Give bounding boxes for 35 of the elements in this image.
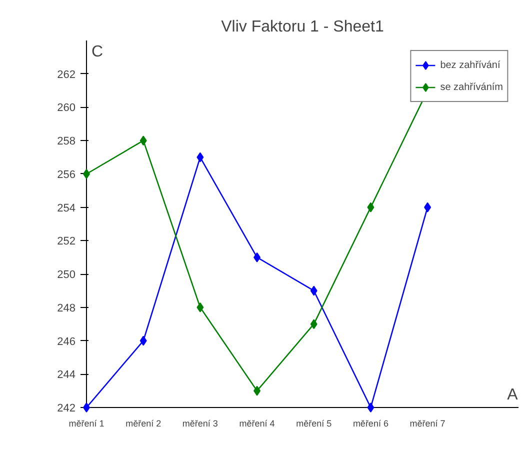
- point: [140, 136, 147, 146]
- point: [254, 386, 261, 396]
- point: [310, 319, 318, 330]
- y-tick-label: 256: [57, 168, 76, 181]
- legend-label: se zahříváním: [440, 82, 503, 92]
- point: [196, 152, 204, 162]
- y-tick-label: 260: [57, 102, 76, 114]
- y-tick-label: 258: [57, 136, 76, 148]
- point: [83, 402, 90, 412]
- point: [254, 252, 261, 262]
- legend-label: bez zahřívání: [440, 60, 500, 70]
- y-tick-label: 254: [57, 202, 76, 214]
- y-tick-label: 262: [57, 68, 76, 81]
- point: [367, 202, 374, 212]
- chart-title: Vliv Faktoru 1 - Sheet1: [221, 18, 384, 36]
- point: [196, 302, 204, 312]
- x-tick-label: měření 7: [410, 418, 446, 428]
- y-tick-label: 252: [57, 236, 76, 248]
- y-tick-label: 246: [57, 336, 76, 348]
- point: [367, 402, 374, 412]
- x-tick-label: měření 3: [182, 418, 218, 428]
- y-axis-title: C: [92, 44, 104, 60]
- point: [140, 336, 147, 346]
- y-tick-label: 244: [57, 369, 76, 382]
- y-tick-label: 250: [57, 269, 76, 282]
- x-tick-label: měření 5: [296, 418, 332, 428]
- x-tick-label: měření 2: [126, 418, 162, 428]
- y-tick-label: 242: [57, 402, 76, 414]
- x-tick-label: měření 6: [352, 418, 388, 428]
- x-tick-label: měření 1: [68, 418, 104, 428]
- y-tick-label: 248: [57, 302, 76, 314]
- point: [424, 202, 432, 212]
- x-tick-label: měření 4: [239, 418, 275, 428]
- point: [310, 286, 318, 296]
- x-axis-title: A: [507, 386, 518, 404]
